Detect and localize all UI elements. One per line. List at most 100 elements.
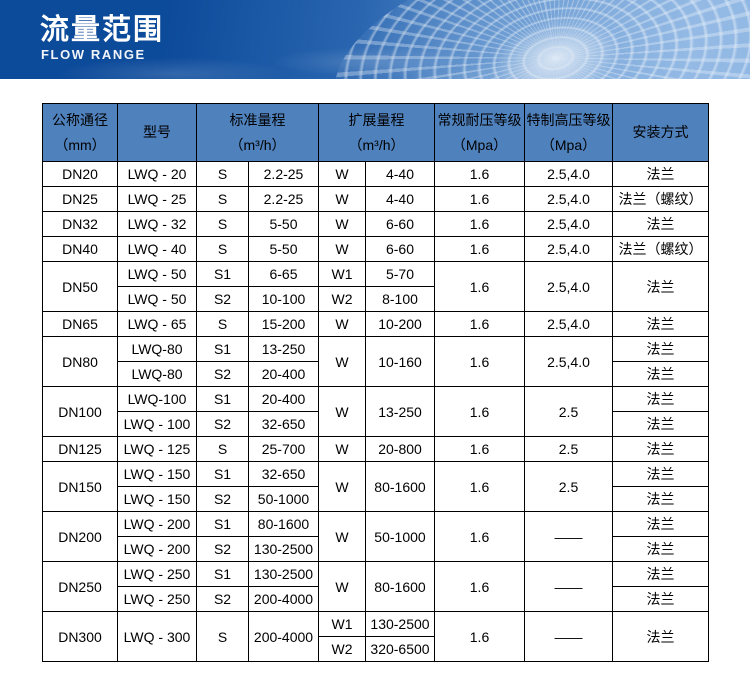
table-cell: 2.5,4.0 xyxy=(524,161,613,187)
table-cell: DN250 xyxy=(42,561,118,612)
table-cell: LWQ - 200 xyxy=(117,536,197,562)
table-cell: —— xyxy=(524,561,613,612)
table-cell: DN100 xyxy=(42,386,118,437)
table-cell: 6-60 xyxy=(365,236,435,262)
column-header: 特制高压等级 （Mpa） xyxy=(524,103,613,162)
table-cell: W xyxy=(318,386,366,437)
table-cell: 50-1000 xyxy=(365,511,435,562)
table-cell: W xyxy=(318,236,366,262)
vortex-swirl-graphic xyxy=(313,0,750,79)
table-cell: 200-4000 xyxy=(248,586,319,612)
table-cell: 1.6 xyxy=(434,386,525,437)
table-cell: S2 xyxy=(196,286,249,312)
table-cell: S xyxy=(196,311,249,337)
table-cell: S xyxy=(196,436,249,462)
table-cell: 1.6 xyxy=(434,161,525,187)
table-cell: LWQ - 250 xyxy=(117,561,197,587)
table-cell: 6-60 xyxy=(365,211,435,237)
table-cell: 5-50 xyxy=(248,211,319,237)
table-cell: 8-100 xyxy=(365,286,435,312)
table-cell: S1 xyxy=(196,336,249,362)
table-cell: S2 xyxy=(196,586,249,612)
table-cell: 15-200 xyxy=(248,311,319,337)
table-cell: W xyxy=(318,436,366,462)
table-cell: 10-160 xyxy=(365,336,435,387)
table-cell: W xyxy=(318,311,366,337)
table-cell: 80-1600 xyxy=(365,461,435,512)
table-cell: 法兰（螺纹） xyxy=(612,236,709,262)
table-cell: S1 xyxy=(196,461,249,487)
column-header: 标准量程 （m³/h） xyxy=(196,103,319,162)
table-cell: W1 xyxy=(318,611,366,637)
table-cell: 1.6 xyxy=(434,261,525,312)
table-cell: —— xyxy=(524,511,613,562)
table-cell: S2 xyxy=(196,536,249,562)
column-header: 公称通径 （mm） xyxy=(42,103,118,162)
table-cell: W xyxy=(318,211,366,237)
table-cell: 法兰 xyxy=(612,461,709,487)
table-cell: 2.5,4.0 xyxy=(524,311,613,337)
table-cell: 2.5,4.0 xyxy=(524,211,613,237)
table-cell: DN50 xyxy=(42,261,118,312)
table-cell: 2.5 xyxy=(524,461,613,512)
table-row: DN80 LWQ-80 S1 13-250 W 10-160 1.6 2.5,4.0 法兰 xyxy=(42,336,709,387)
page-subtitle: FLOW RANGE xyxy=(41,47,146,62)
table-cell: 200-4000 xyxy=(248,611,319,662)
table-cell: LWQ - 20 xyxy=(117,161,197,187)
column-header: 安装方式 xyxy=(612,103,709,162)
table-cell: 130-2500 xyxy=(365,611,435,637)
table-cell: 2.5 xyxy=(524,436,613,462)
table-cell: 80-1600 xyxy=(365,561,435,612)
table-cell: 1.6 xyxy=(434,311,525,337)
table-cell: 法兰 xyxy=(612,486,709,512)
table-cell: LWQ - 50 xyxy=(117,261,197,287)
table-cell: 法兰 xyxy=(612,536,709,562)
table-cell: S xyxy=(196,611,249,662)
table-cell: 法兰 xyxy=(612,411,709,437)
table-cell: 130-2500 xyxy=(248,561,319,587)
table-cell: 法兰 xyxy=(612,336,709,362)
table-cell: 2.5,4.0 xyxy=(524,236,613,262)
table-cell: 法兰（螺纹） xyxy=(612,186,709,212)
table-cell: DN80 xyxy=(42,336,118,387)
table-cell: 2.5,4.0 xyxy=(524,186,613,212)
table-row: W2 320-6500 xyxy=(43,636,709,662)
table-cell: S xyxy=(196,186,249,212)
table-row: LWQ-80 S2 20-400 法兰 xyxy=(43,361,709,387)
table-cell: DN150 xyxy=(42,461,118,512)
table-cell: 法兰 xyxy=(612,561,709,587)
table-cell: 5-50 xyxy=(248,236,319,262)
table-cell: 6-65 xyxy=(248,261,319,287)
table-cell: DN300 xyxy=(42,611,118,662)
table-cell: 5-70 xyxy=(365,261,435,287)
table-cell: DN65 xyxy=(42,311,118,337)
table-cell: 320-6500 xyxy=(365,636,435,662)
table-cell: 80-1600 xyxy=(248,511,319,537)
table-cell: S2 xyxy=(196,361,249,387)
table-cell: 2.5 xyxy=(524,386,613,437)
table-cell: LWQ - 32 xyxy=(117,211,197,237)
table-row: DN40 LWQ - 40 S 5-50 W 6-60 1.6 2.5,4.0 法兰（螺纹） xyxy=(42,236,709,262)
table-row: DN65 LWQ - 65 S 15-200 W 10-200 1.6 2.5,4.0 法兰 xyxy=(42,311,709,337)
table-cell: 2.5,4.0 xyxy=(524,336,613,387)
table-cell: 法兰 xyxy=(612,386,709,412)
column-header: 扩展量程 （m³/h） xyxy=(318,103,435,162)
table-cell: 32-650 xyxy=(248,411,319,437)
table-cell: LWQ - 50 xyxy=(117,286,197,312)
table-row: DN32 LWQ - 32 S 5-50 W 6-60 1.6 2.5,4.0 法兰 xyxy=(42,211,709,237)
table-cell: S2 xyxy=(196,486,249,512)
table-header: 公称通径 （mm） 型号 标准量程 （m³/h） 扩展量程 （m³/h） 常规耐压等级 （Mpa… xyxy=(42,103,709,162)
table-cell: LWQ - 40 xyxy=(117,236,197,262)
table-cell: 法兰 xyxy=(612,211,709,237)
table-cell: W xyxy=(318,461,366,512)
table-cell: DN40 xyxy=(42,236,118,262)
table-cell: S1 xyxy=(196,561,249,587)
table-cell: LWQ - 250 xyxy=(117,586,197,612)
table-cell: 1.6 xyxy=(434,186,525,212)
table-row: DN300 LWQ - 300 S 200-4000 W1 130-2500 1.6 —— 法兰 xyxy=(42,611,709,662)
table-cell: W xyxy=(318,561,366,612)
table-row: LWQ - 150 S2 50-1000 法兰 xyxy=(43,486,709,512)
column-header: 常规耐压等级 （Mpa） xyxy=(434,103,525,162)
table-cell: LWQ - 300 xyxy=(117,611,197,662)
table-row: DN50 LWQ - 50 S1 6-65 W1 5-70 1.6 2.5,4.0 法兰 xyxy=(42,261,709,312)
